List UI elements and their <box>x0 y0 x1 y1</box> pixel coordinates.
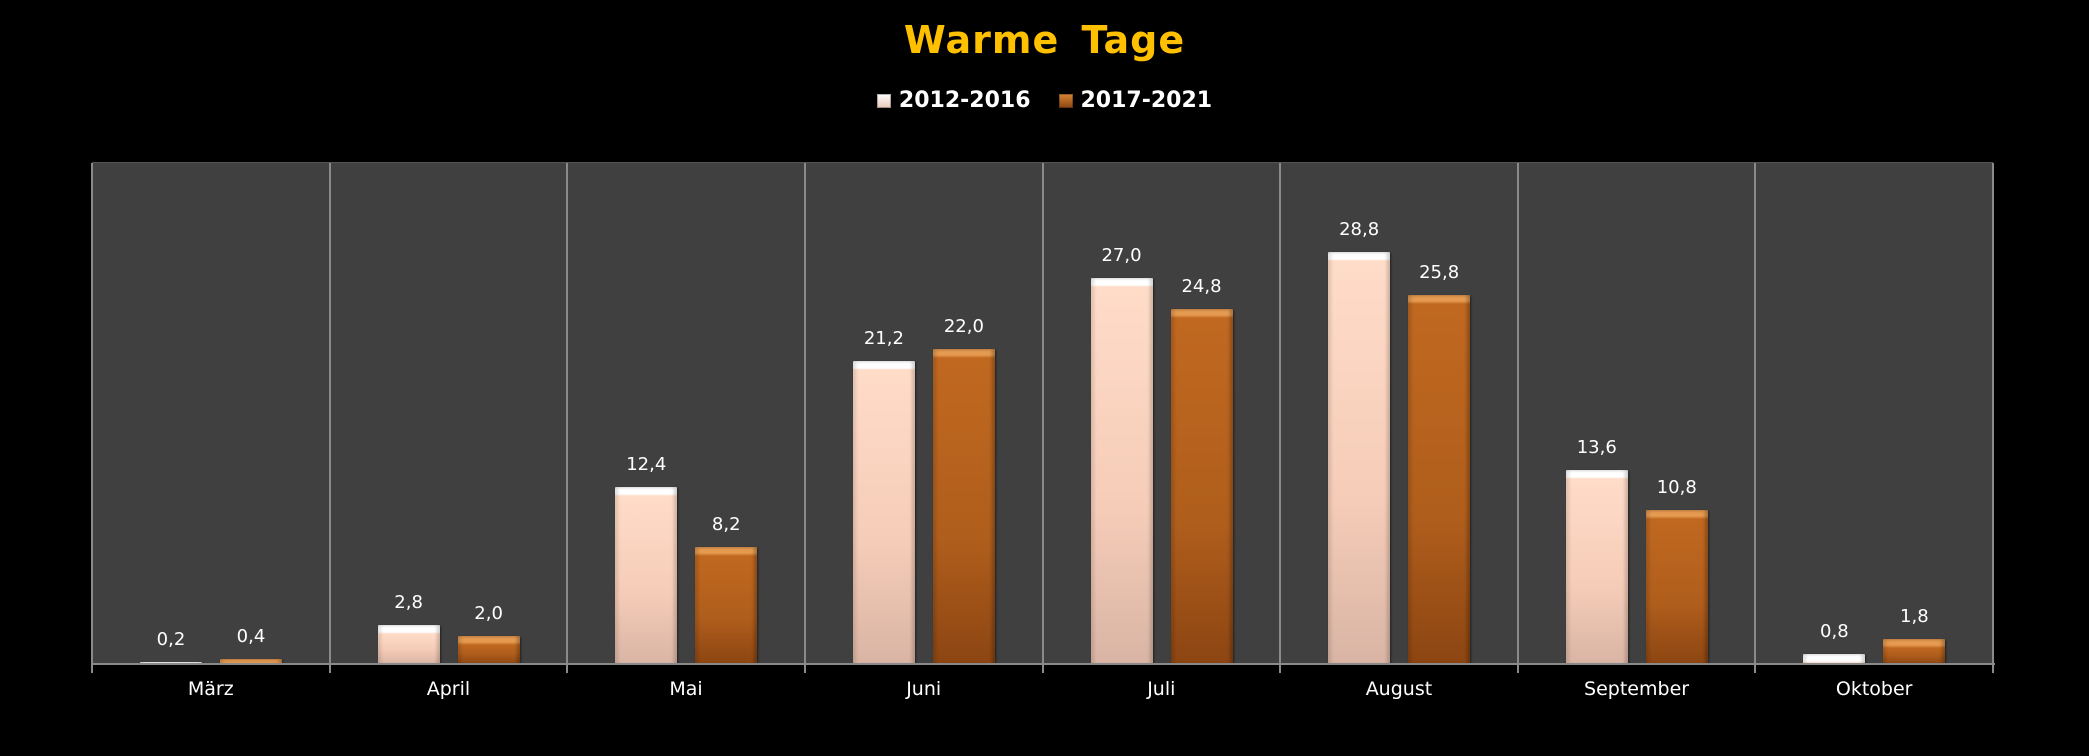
data-label: 0,4 <box>236 626 266 648</box>
category-gridline <box>1279 163 1282 673</box>
category-group: 28,8 25,8 <box>1280 163 1518 665</box>
data-label: 24,8 <box>1181 276 1222 298</box>
chart-title: Warme Tage <box>903 18 1186 62</box>
bar-2012-2016[interactable] <box>1328 251 1391 665</box>
bar-2017-2021[interactable] <box>695 547 758 665</box>
data-label: 13,6 <box>1576 436 1617 458</box>
bar-2012-2016[interactable] <box>852 360 915 665</box>
data-label: 8,2 <box>711 514 741 536</box>
x-tick-label: Oktober <box>1835 678 1913 700</box>
x-tick-label: August <box>1365 678 1433 700</box>
category-group: 0,8 1,8 <box>1755 163 1993 665</box>
plot-area: 0,2 0,4 2,8 2,0 12,4 8,2 21,2 22,0 27,0 24,8 28,8 2… <box>91 162 1994 673</box>
bar-2017-2021[interactable] <box>457 636 520 665</box>
category-gridline <box>803 163 806 673</box>
bar-2017-2021[interactable] <box>220 659 282 665</box>
data-label: 10,8 <box>1656 477 1697 499</box>
data-label: 0,8 <box>1820 620 1849 642</box>
legend-item-2017-2021: 2017-2021 <box>1058 88 1213 113</box>
data-label: 27,0 <box>1101 244 1142 266</box>
category-gridline <box>566 163 569 673</box>
category-gridline <box>1516 163 1519 673</box>
bar-2017-2021[interactable] <box>1170 309 1233 665</box>
category-gridline <box>1754 163 1757 673</box>
data-label: 25,8 <box>1419 261 1460 283</box>
category-group: 21,2 22,0 <box>805 163 1043 665</box>
bar-2017-2021[interactable] <box>1645 510 1708 665</box>
category-group: 2,8 2,0 <box>330 163 568 665</box>
bar-2012-2016[interactable] <box>1565 469 1628 665</box>
legend-label: 2012-2016 <box>898 88 1031 113</box>
bar-2017-2021[interactable] <box>1883 639 1946 665</box>
category-gridline <box>1992 163 1994 673</box>
data-label: 1,8 <box>1900 606 1929 628</box>
x-tick-label: Juli <box>1147 678 1176 700</box>
legend-label: 2017-2021 <box>1080 88 1213 113</box>
data-label: 2,0 <box>474 603 503 625</box>
data-label: 21,2 <box>863 327 904 349</box>
x-tick-label: September <box>1584 678 1690 700</box>
category-group: 13,6 10,8 <box>1518 163 1756 665</box>
data-label: 28,8 <box>1339 218 1380 240</box>
legend-swatch-icon <box>876 93 891 108</box>
bar-2017-2021[interactable] <box>932 349 995 665</box>
category-gridline <box>328 163 331 673</box>
bar-2012-2016[interactable] <box>377 624 440 665</box>
data-label: 22,0 <box>943 316 984 338</box>
legend-swatch-icon <box>1058 93 1073 108</box>
category-group: 0,2 0,4 <box>92 163 330 665</box>
bar-2012-2016[interactable] <box>1090 277 1153 665</box>
x-axis <box>92 663 1995 665</box>
bar-2017-2021[interactable] <box>1408 294 1471 665</box>
bar-2012-2016[interactable] <box>1803 653 1866 665</box>
x-tick-label: Mai <box>669 678 703 700</box>
x-tick-label: April <box>426 678 471 700</box>
legend-item-2012-2016: 2012-2016 <box>876 88 1031 113</box>
category-group: 27,0 24,8 <box>1043 163 1281 665</box>
legend: 2012-2016 2017-2021 <box>0 88 2089 113</box>
data-label: 2,8 <box>394 591 423 613</box>
category-gridline <box>91 163 93 673</box>
x-tick-label: März <box>187 678 234 700</box>
category-gridline <box>1041 163 1044 673</box>
bar-2012-2016[interactable] <box>615 487 678 665</box>
data-label: 0,2 <box>156 629 186 650</box>
x-tick-label: Juni <box>906 678 942 700</box>
data-label: 12,4 <box>626 454 667 476</box>
category-group: 12,4 8,2 <box>567 163 805 665</box>
